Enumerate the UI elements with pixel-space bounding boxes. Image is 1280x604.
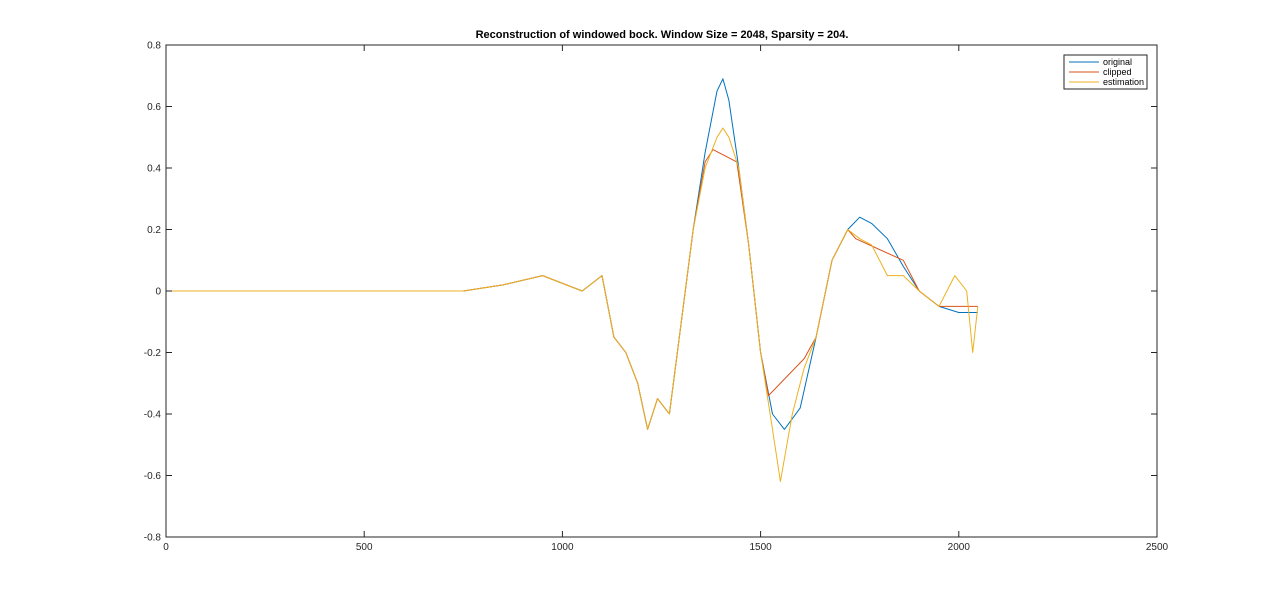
x-tick-label: 0 <box>163 542 169 553</box>
x-tick-label: 2000 <box>948 542 971 553</box>
legend-label-original: original <box>1103 57 1132 67</box>
x-tick-label: 2500 <box>1146 542 1169 553</box>
series-layer <box>166 78 979 483</box>
x-tick-label: 1500 <box>749 542 772 553</box>
y-tick-label: 0.2 <box>147 225 161 236</box>
legend-label-estimation: estimation <box>1103 77 1144 87</box>
y-tick-label: -0.6 <box>144 471 162 482</box>
legend-label-clipped: clipped <box>1103 67 1132 77</box>
x-tick-label: 500 <box>356 542 373 553</box>
y-tick-label: 0.6 <box>147 102 161 113</box>
axes-layer: 0 500 1000 1500 2000 2500 -0.8 -0.6 -0.4 -0.2 0 0.2… <box>144 41 1169 554</box>
chart-title: Reconstruction of windowed bock. Window … <box>476 29 849 41</box>
y-tick-label: 0.8 <box>147 41 161 52</box>
y-tick-label: -0.2 <box>144 348 162 359</box>
y-tick-label: -0.4 <box>144 410 162 421</box>
x-tick-label: 1000 <box>551 542 574 553</box>
y-tick-label: 0.4 <box>147 164 161 175</box>
series-line-estimation <box>166 127 979 483</box>
y-tick-label: -0.8 <box>144 533 162 544</box>
y-tick-label: 0 <box>155 287 161 298</box>
